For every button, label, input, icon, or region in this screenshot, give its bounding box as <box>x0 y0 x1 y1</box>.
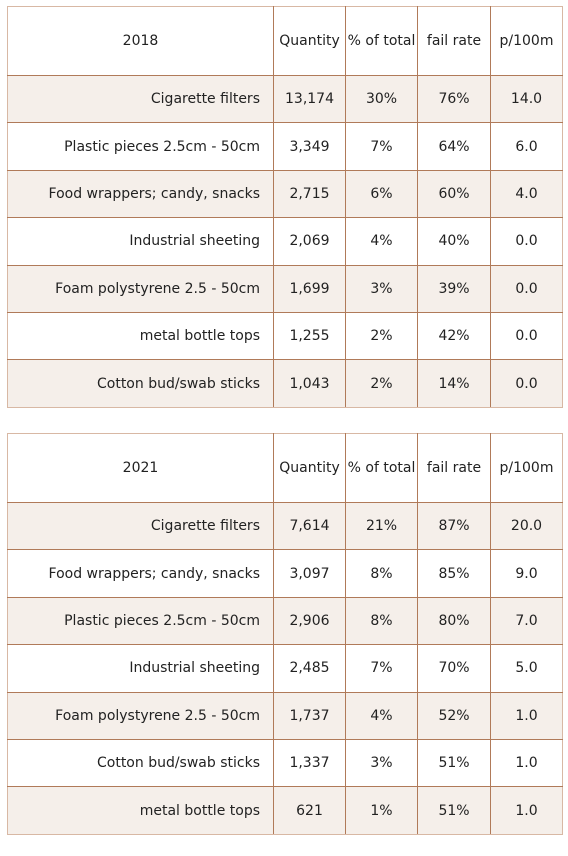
fail-rate-cell: 76% <box>417 74 491 124</box>
p100m-cell: 9.0 <box>490 549 563 598</box>
item-name: Foam polystyrene 2.5 - 50cm <box>7 691 274 740</box>
quantity-cell: 13,174 <box>273 74 346 124</box>
item-name: Food wrappers; candy, snacks <box>7 549 274 598</box>
quantity-cell: 2,715 <box>273 169 346 219</box>
table-row: Cigarette filters 13,174 30% 76% 14.0 <box>7 74 563 124</box>
pct-total-header: % of total <box>345 433 418 503</box>
pct-total-cell: 4% <box>345 691 418 740</box>
pct-total-cell: 7% <box>345 644 418 693</box>
quantity-cell: 2,906 <box>273 596 346 646</box>
header-row: 2021 Quantity% of total fail rate p/100m <box>7 433 563 503</box>
table-row: Industrial sheeting 2,069 4% 40% 0.0 <box>7 217 563 266</box>
item-name: metal bottle tops <box>7 786 274 835</box>
quantity-cell: 1,737 <box>273 691 346 740</box>
pct-total-cell: 7% <box>345 122 418 171</box>
fail-rate-cell: 60% <box>417 169 491 219</box>
fail-rate-cell: 70% <box>417 644 491 693</box>
pct-total-cell: 2% <box>345 359 418 408</box>
item-name: Industrial sheeting <box>7 217 274 266</box>
pct-total-cell: 6% <box>345 169 418 219</box>
p100m-cell: 20.0 <box>490 501 563 551</box>
table-row: Food wrappers; candy, snacks 3,097 8% 85% 9.… <box>7 549 563 598</box>
table-row: Plastic pieces 2.5cm - 50cm 2,906 8% 80% 7.0 <box>7 596 563 646</box>
p100m-cell: 4.0 <box>490 169 563 219</box>
table-row: Plastic pieces 2.5cm - 50cm 3,349 7% 64% 6.0 <box>7 122 563 171</box>
quantity-cell: 2,069 <box>273 217 346 266</box>
table-row: Cotton bud/swab sticks 1,043 2% 14% 0.0 <box>7 359 563 408</box>
quantity-cell: 1,337 <box>273 738 346 788</box>
table-row: Industrial sheeting 2,485 7% 70% 5.0 <box>7 644 563 693</box>
quantity-cell: 1,043 <box>273 359 346 408</box>
table-row: Foam polystyrene 2.5 - 50cm 1,737 4% 52% 1.0 <box>7 691 563 740</box>
table-row: Cigarette filters 7,614 21% 87% 20.0 <box>7 501 563 551</box>
quantity-cell: 621 <box>273 786 346 835</box>
year-header: 2018 <box>7 6 274 76</box>
item-name: Plastic pieces 2.5cm - 50cm <box>7 596 274 646</box>
pct-total-header: % of total <box>345 6 418 76</box>
quantity-cell: 1,699 <box>273 264 346 313</box>
p100m-cell: 0.0 <box>490 359 563 408</box>
header-row: 2018 Quantity% of total fail rate p/100m <box>7 6 563 76</box>
year-header: 2021 <box>7 433 274 503</box>
p100m-cell: 0.0 <box>490 264 563 313</box>
quantity-cell: 3,349 <box>273 122 346 171</box>
pct-total-cell: 4% <box>345 217 418 266</box>
quantity-header: Quantity <box>273 6 346 76</box>
pct-total-cell: 21% <box>345 501 418 551</box>
table-row: Foam polystyrene 2.5 - 50cm 1,699 3% 39% 0.0 <box>7 264 563 313</box>
quantity-header: Quantity <box>273 433 346 503</box>
quantity-cell: 1,255 <box>273 311 346 361</box>
fail-rate-cell: 51% <box>417 786 491 835</box>
litter-table-2021: 2021 Quantity% of total fail rate p/100m Cig… <box>7 433 563 835</box>
quantity-cell: 3,097 <box>273 549 346 598</box>
fail-rate-header: fail rate <box>417 433 491 503</box>
item-name: Cigarette filters <box>7 501 274 551</box>
p100m-cell: 6.0 <box>490 122 563 171</box>
pct-total-cell: 3% <box>345 264 418 313</box>
pct-total-cell: 8% <box>345 549 418 598</box>
fail-rate-cell: 87% <box>417 501 491 551</box>
table-row: Food wrappers; candy, snacks 2,715 6% 60% 4.… <box>7 169 563 219</box>
pct-total-cell: 30% <box>345 74 418 124</box>
p100m-cell: 1.0 <box>490 738 563 788</box>
fail-rate-cell: 80% <box>417 596 491 646</box>
pct-total-cell: 3% <box>345 738 418 788</box>
table-row: metal bottle tops 621 1% 51% 1.0 <box>7 786 563 835</box>
item-name: Food wrappers; candy, snacks <box>7 169 274 219</box>
table-row: Cotton bud/swab sticks 1,337 3% 51% 1.0 <box>7 738 563 788</box>
table-row: metal bottle tops 1,255 2% 42% 0.0 <box>7 311 563 361</box>
p100m-cell: 1.0 <box>490 691 563 740</box>
p100m-header: p/100m <box>490 433 563 503</box>
p100m-header: p/100m <box>490 6 563 76</box>
pct-total-cell: 2% <box>345 311 418 361</box>
pct-total-cell: 1% <box>345 786 418 835</box>
fail-rate-cell: 52% <box>417 691 491 740</box>
p100m-cell: 14.0 <box>490 74 563 124</box>
quantity-cell: 7,614 <box>273 501 346 551</box>
fail-rate-cell: 40% <box>417 217 491 266</box>
p100m-cell: 0.0 <box>490 311 563 361</box>
p100m-cell: 5.0 <box>490 644 563 693</box>
fail-rate-cell: 51% <box>417 738 491 788</box>
item-name: Cotton bud/swab sticks <box>7 359 274 408</box>
fail-rate-cell: 14% <box>417 359 491 408</box>
item-name: Foam polystyrene 2.5 - 50cm <box>7 264 274 313</box>
item-name: Cotton bud/swab sticks <box>7 738 274 788</box>
fail-rate-cell: 64% <box>417 122 491 171</box>
p100m-cell: 1.0 <box>490 786 563 835</box>
item-name: metal bottle tops <box>7 311 274 361</box>
p100m-cell: 0.0 <box>490 217 563 266</box>
pct-total-cell: 8% <box>345 596 418 646</box>
fail-rate-cell: 42% <box>417 311 491 361</box>
fail-rate-header: fail rate <box>417 6 491 76</box>
fail-rate-cell: 39% <box>417 264 491 313</box>
litter-table-2018: 2018 Quantity% of total fail rate p/100m Cig… <box>7 6 563 408</box>
item-name: Industrial sheeting <box>7 644 274 693</box>
item-name: Cigarette filters <box>7 74 274 124</box>
quantity-cell: 2,485 <box>273 644 346 693</box>
p100m-cell: 7.0 <box>490 596 563 646</box>
item-name: Plastic pieces 2.5cm - 50cm <box>7 122 274 171</box>
fail-rate-cell: 85% <box>417 549 491 598</box>
